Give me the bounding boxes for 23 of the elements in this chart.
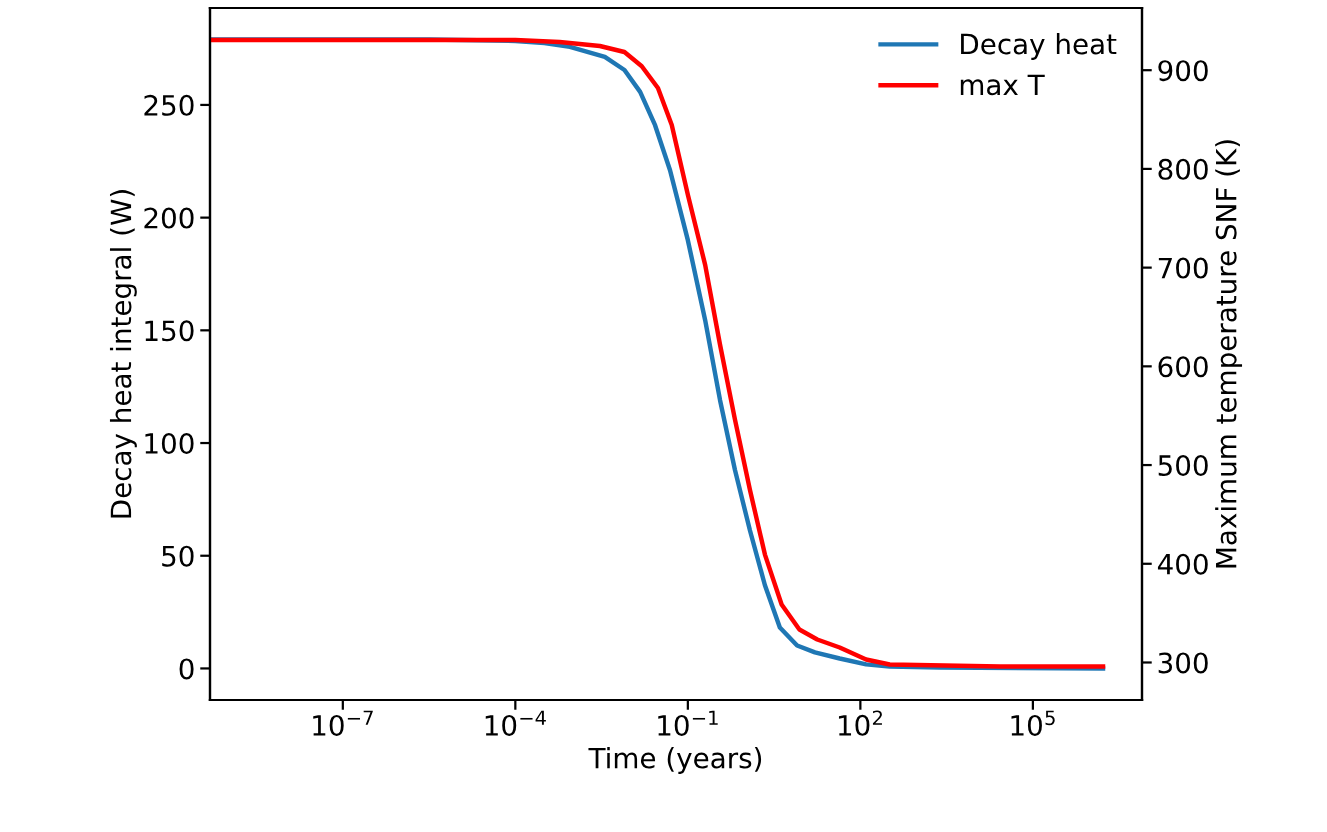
y2-tick-label: 800 [1158,158,1208,180]
y2-tick-label: 700 [1158,257,1208,279]
x-tick-label: 10$^{−4}$ [485,710,546,736]
legend-label: Decay heat [961,33,1117,60]
y-tick-label: 250 [144,94,194,116]
x-tick-label: 10$^{2}$ [838,710,882,736]
y-tick-label: 150 [145,320,194,342]
y2-tick-label: 500 [1158,454,1208,476]
x-tick-label: 10$^{−7}$ [313,710,373,736]
y-tick-label: 50 [162,545,194,567]
y2-tick-label: 400 [1157,553,1208,575]
y-tick-label: 100 [145,432,194,454]
y2-tick-label: 300 [1158,652,1208,674]
y2-tick-label: 600 [1158,356,1208,378]
x-axis-title: Time (years) [588,747,762,774]
y-axis-title: Decay heat integral (W) [109,190,137,518]
y2-tick-label: 900 [1158,60,1208,82]
y2-axis-title: Maximum temperature SNF (K) [1215,140,1243,568]
y-tick-label: 0 [179,658,194,680]
y-tick-label: 200 [144,207,194,229]
x-tick-label: 10$^{5}$ [1011,710,1055,736]
legend-label: max T [960,74,1045,96]
x-tick-label: 10$^{−1}$ [658,710,718,736]
